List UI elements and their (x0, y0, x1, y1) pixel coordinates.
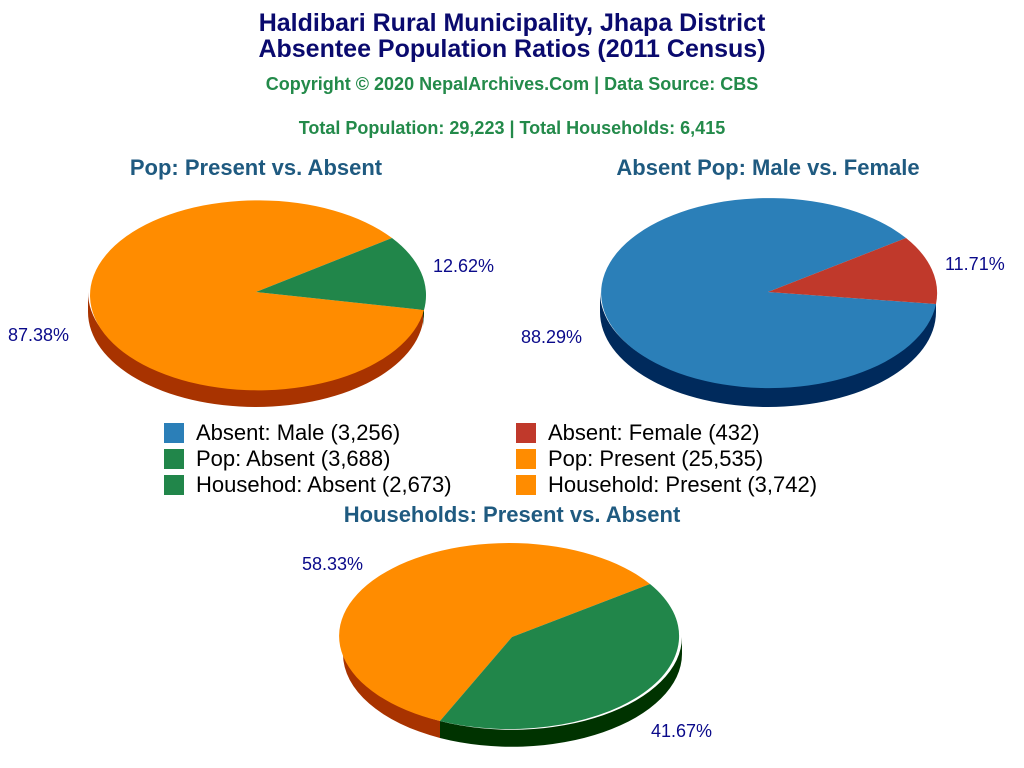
pie2-label-male: 88.29% (521, 327, 583, 347)
slice-household-absent (440, 584, 680, 730)
legend-absent-female: Absent: Female (432) (516, 420, 760, 446)
pie3-label-present: 58.33% (302, 554, 364, 574)
pie3-label-absent: 41.67% (651, 721, 713, 741)
legend-label: Pop: Absent (3,688) (196, 446, 391, 471)
chart-title-line2: Absentee Population Ratios (2011 Census) (258, 35, 766, 63)
pie1-title: Pop: Present vs. Absent (129, 155, 383, 180)
legend-pop-present: Pop: Present (25,535) (516, 446, 763, 472)
slice-household-present (339, 543, 650, 721)
legend-label: Pop: Present (25,535) (548, 446, 764, 471)
legend-absent-male: Absent: Male (3,256) (164, 420, 400, 446)
legend-label: Househod: Absent (2,673) (196, 472, 452, 497)
pie1-label-present: 87.38% (8, 325, 70, 345)
pie-absent-male-female (600, 198, 938, 407)
slice-absent-male (601, 198, 936, 389)
pie2-label-female: 11.71% (945, 254, 1005, 274)
legend-swatch-icon (516, 475, 536, 495)
legend-swatch-icon (164, 423, 184, 443)
totals-text: Total Population: 29,223 | Total Househo… (298, 118, 726, 138)
legend-label: Absent: Female (432) (548, 420, 760, 445)
pie1-label-absent: 12.62% (433, 256, 495, 276)
legend-pop-absent: Pop: Absent (3,688) (164, 446, 390, 472)
legend-household-present: Household: Present (3,742) (516, 472, 817, 498)
chart-title-line1: Haldibari Rural Municipality, Jhapa Dist… (258, 9, 766, 37)
slice-pop-absent (256, 238, 427, 310)
pie2-title: Absent Pop: Male vs. Female (616, 155, 920, 180)
legend-label: Household: Present (3,742) (548, 472, 818, 497)
legend-swatch-icon (164, 475, 184, 495)
slice-absent-female (768, 238, 938, 304)
legend-swatch-icon (516, 423, 536, 443)
legend-swatch-icon (164, 449, 184, 469)
pie3-title: Households: Present vs. Absent (343, 502, 681, 527)
copyright-text: Copyright © 2020 NepalArchives.Com | Dat… (265, 74, 759, 94)
legend-swatch-icon (516, 449, 536, 469)
pie-households-present-absent (339, 543, 682, 747)
legend-household-absent: Househod: Absent (2,673) (164, 472, 452, 498)
pie-pop-present-absent (88, 200, 427, 407)
legend-label: Absent: Male (3,256) (196, 420, 401, 445)
slice-pop-present (90, 200, 425, 391)
